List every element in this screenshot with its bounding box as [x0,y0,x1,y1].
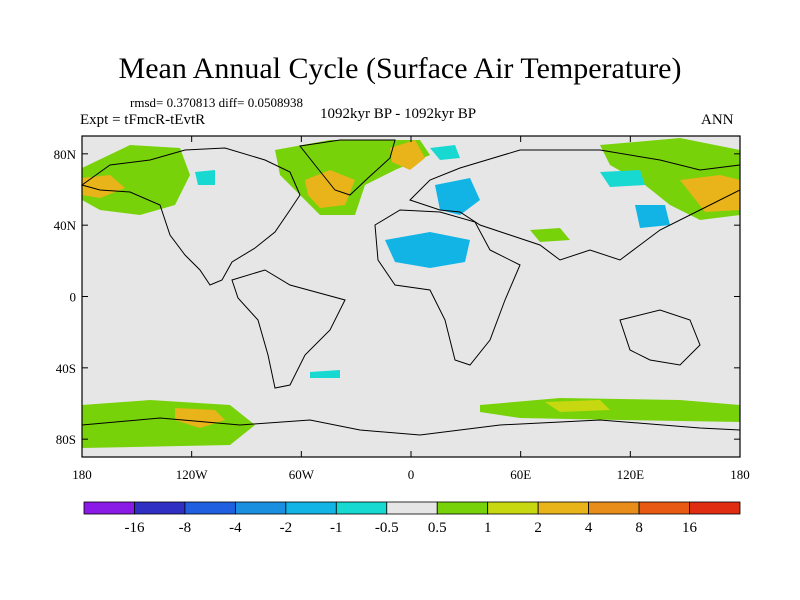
europe-anomaly [435,178,480,215]
colorbar-swatch [83,501,135,515]
lat-tick-label: 80N [54,147,77,162]
positive-anomalies [82,138,740,448]
alaska-warm-core [82,175,125,198]
colorbar-swatch [588,501,640,515]
colorbar-swatch [436,501,489,515]
period-label: 1092kyr BP - 1092kyr BP [320,106,477,122]
lat-tick-label: 40S [56,361,76,376]
coastlines [80,139,741,436]
colorbar-label: -16 [124,520,144,536]
colorbar-label: -4 [229,520,242,536]
colorbar-label: 16 [682,520,698,536]
colorbar-label: -1 [330,520,343,536]
colorbar-label: 1 [484,520,492,536]
colorbar-swatch [638,501,690,515]
greenland-coast [299,139,396,196]
east-asia-anomaly [635,205,670,228]
negative-anomalies [195,145,670,378]
colorbar-label: 0.5 [428,520,447,536]
lon-tick-label: 180 [72,467,92,482]
china-anomaly [530,228,570,242]
colorbar-label: -0.5 [375,520,399,536]
colorbar-swatch [234,501,287,515]
sahara-anomaly [385,232,470,268]
colorbar-label: 2 [534,520,542,536]
colorbar-swatch [335,501,388,515]
africa-coast [374,209,521,366]
colorbar-swatch [689,501,741,515]
eurasia-coast [409,149,741,261]
lon-tick-label: 120W [176,467,209,482]
colorbar-swatch [184,501,236,515]
latitude-axis: 80N 40N 0 40S 80S [54,147,740,447]
south-america-coast [231,269,346,389]
colorbar-label: -2 [280,520,293,536]
longitude-axis: 180 120W 60W 0 60E 120E 180 [72,136,750,482]
season-label: ANN [701,112,734,128]
colorbar: -16 -8 -4 -2 -1 -0.5 0.5 1 2 4 8 16 [83,501,741,536]
antarctic-east-warm [545,400,610,412]
lon-tick-label: 120E [617,467,645,482]
arctic-europe-anomaly [430,145,460,160]
lon-tick-label: 60W [289,467,315,482]
north-america-coast [80,147,301,286]
lon-tick-label: 0 [408,467,415,482]
colorbar-swatch [487,501,539,515]
colorbar-swatch [134,501,186,515]
greenland-sea-warm [390,140,425,170]
labrador-warm-core [305,170,355,208]
siberia-cool-anomaly [600,170,645,187]
south-atlantic-anomaly [310,370,340,378]
colorbar-label: -8 [179,520,192,536]
colorbar-swatch [386,501,438,515]
canada-cool-anomaly [195,170,215,185]
colorbar-swatch [537,501,590,515]
stats-text: rmsd= 0.370813 diff= 0.0508938 [130,95,303,110]
colorbar-label: 8 [635,520,643,536]
lat-tick-label: 80S [56,432,76,447]
lat-tick-label: 40N [54,218,77,233]
lat-tick-label: 0 [70,290,77,305]
antarctica-coast [81,417,741,436]
map-title: Mean Annual Cycle (Surface Air Temperatu… [118,52,682,85]
experiment-label: Expt = tFmcR-tEvtR [80,112,206,128]
lon-tick-label: 180 [730,467,750,482]
colorbar-swatch [285,501,337,515]
lon-tick-label: 60E [510,467,531,482]
colorbar-label: 4 [585,520,593,536]
australia-coast [619,309,701,366]
siberia-warm-core [680,175,740,212]
alaska-anomaly [82,145,190,215]
